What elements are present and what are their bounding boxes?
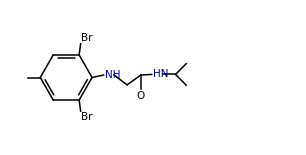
Text: Br: Br (81, 33, 93, 43)
Text: O: O (137, 91, 145, 101)
Text: HN: HN (153, 69, 169, 79)
Text: NH: NH (105, 70, 120, 80)
Text: Br: Br (81, 112, 93, 122)
